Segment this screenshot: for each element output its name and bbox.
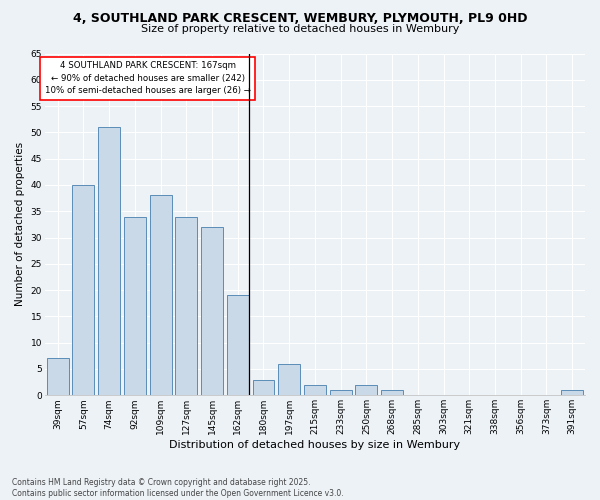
Bar: [201, 227, 223, 396]
X-axis label: Distribution of detached houses by size in Wembury: Distribution of detached houses by size …: [169, 440, 460, 450]
Text: 4 SOUTHLAND PARK CRESCENT: 167sqm
← 90% of detached houses are smaller (242)
10%: 4 SOUTHLAND PARK CRESCENT: 167sqm ← 90% …: [45, 62, 251, 96]
Bar: [561, 390, 583, 396]
Text: 4, SOUTHLAND PARK CRESCENT, WEMBURY, PLYMOUTH, PL9 0HD: 4, SOUTHLAND PARK CRESCENT, WEMBURY, PLY…: [73, 12, 527, 26]
Bar: [330, 390, 352, 396]
Bar: [149, 196, 172, 396]
Text: Contains HM Land Registry data © Crown copyright and database right 2025.
Contai: Contains HM Land Registry data © Crown c…: [12, 478, 344, 498]
Bar: [304, 385, 326, 396]
Bar: [47, 358, 68, 396]
Text: Size of property relative to detached houses in Wembury: Size of property relative to detached ho…: [141, 24, 459, 34]
Y-axis label: Number of detached properties: Number of detached properties: [15, 142, 25, 306]
Bar: [253, 380, 274, 396]
Bar: [98, 127, 120, 396]
Bar: [278, 364, 300, 396]
Bar: [381, 390, 403, 396]
Bar: [175, 216, 197, 396]
Bar: [227, 296, 248, 396]
Bar: [355, 385, 377, 396]
Bar: [73, 185, 94, 396]
Bar: [124, 216, 146, 396]
